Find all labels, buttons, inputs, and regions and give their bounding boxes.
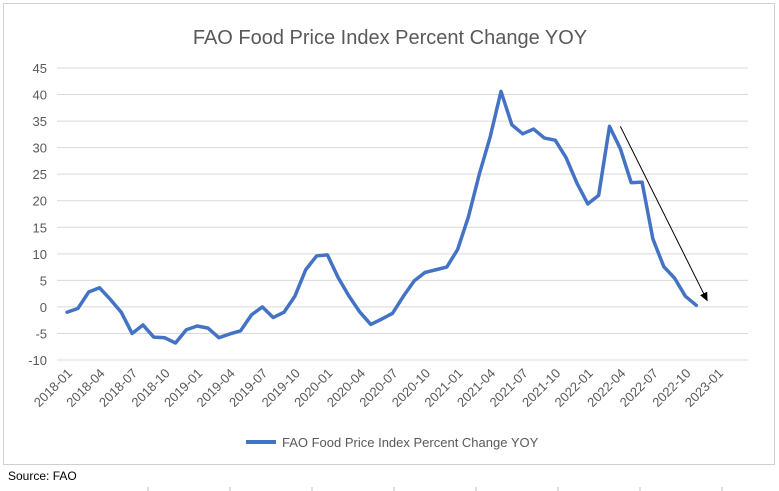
y-tick-label: 10 <box>33 247 47 262</box>
y-tick-label: 5 <box>40 273 47 288</box>
source-note: Source: FAO <box>8 469 77 483</box>
y-tick-label: 35 <box>33 114 47 129</box>
y-tick-label: 40 <box>33 88 47 103</box>
x-axis-ticks: 2018-012018-042018-072018-102019-012019-… <box>31 366 726 410</box>
y-tick-label: 20 <box>33 194 47 209</box>
trend-arrow <box>619 126 708 302</box>
series-line <box>65 89 699 345</box>
legend: FAO Food Price Index Percent Change YOY <box>246 435 539 450</box>
chart-frame: FAO Food Price Index Percent Change YOY … <box>3 3 775 465</box>
annotations <box>619 126 708 302</box>
y-tick-label: 15 <box>33 220 47 235</box>
bottom-tick-marks <box>147 487 723 491</box>
y-tick-label: 30 <box>33 141 47 156</box>
y-tick-label: 45 <box>33 61 47 76</box>
series-layer <box>65 89 699 345</box>
gridlines <box>57 67 748 361</box>
y-tick-label: -10 <box>28 353 47 368</box>
chart-title: FAO Food Price Index Percent Change YOY <box>193 27 587 49</box>
y-tick-label: -5 <box>35 326 47 341</box>
legend-label: FAO Food Price Index Percent Change YOY <box>282 435 539 450</box>
line-chart: FAO Food Price Index Percent Change YOY … <box>28 27 748 450</box>
y-tick-label: 25 <box>33 167 47 182</box>
y-tick-label: 0 <box>40 300 47 315</box>
y-axis-ticks: -10 -5 0 5 10 15 20 25 30 35 40 45 <box>28 61 47 368</box>
